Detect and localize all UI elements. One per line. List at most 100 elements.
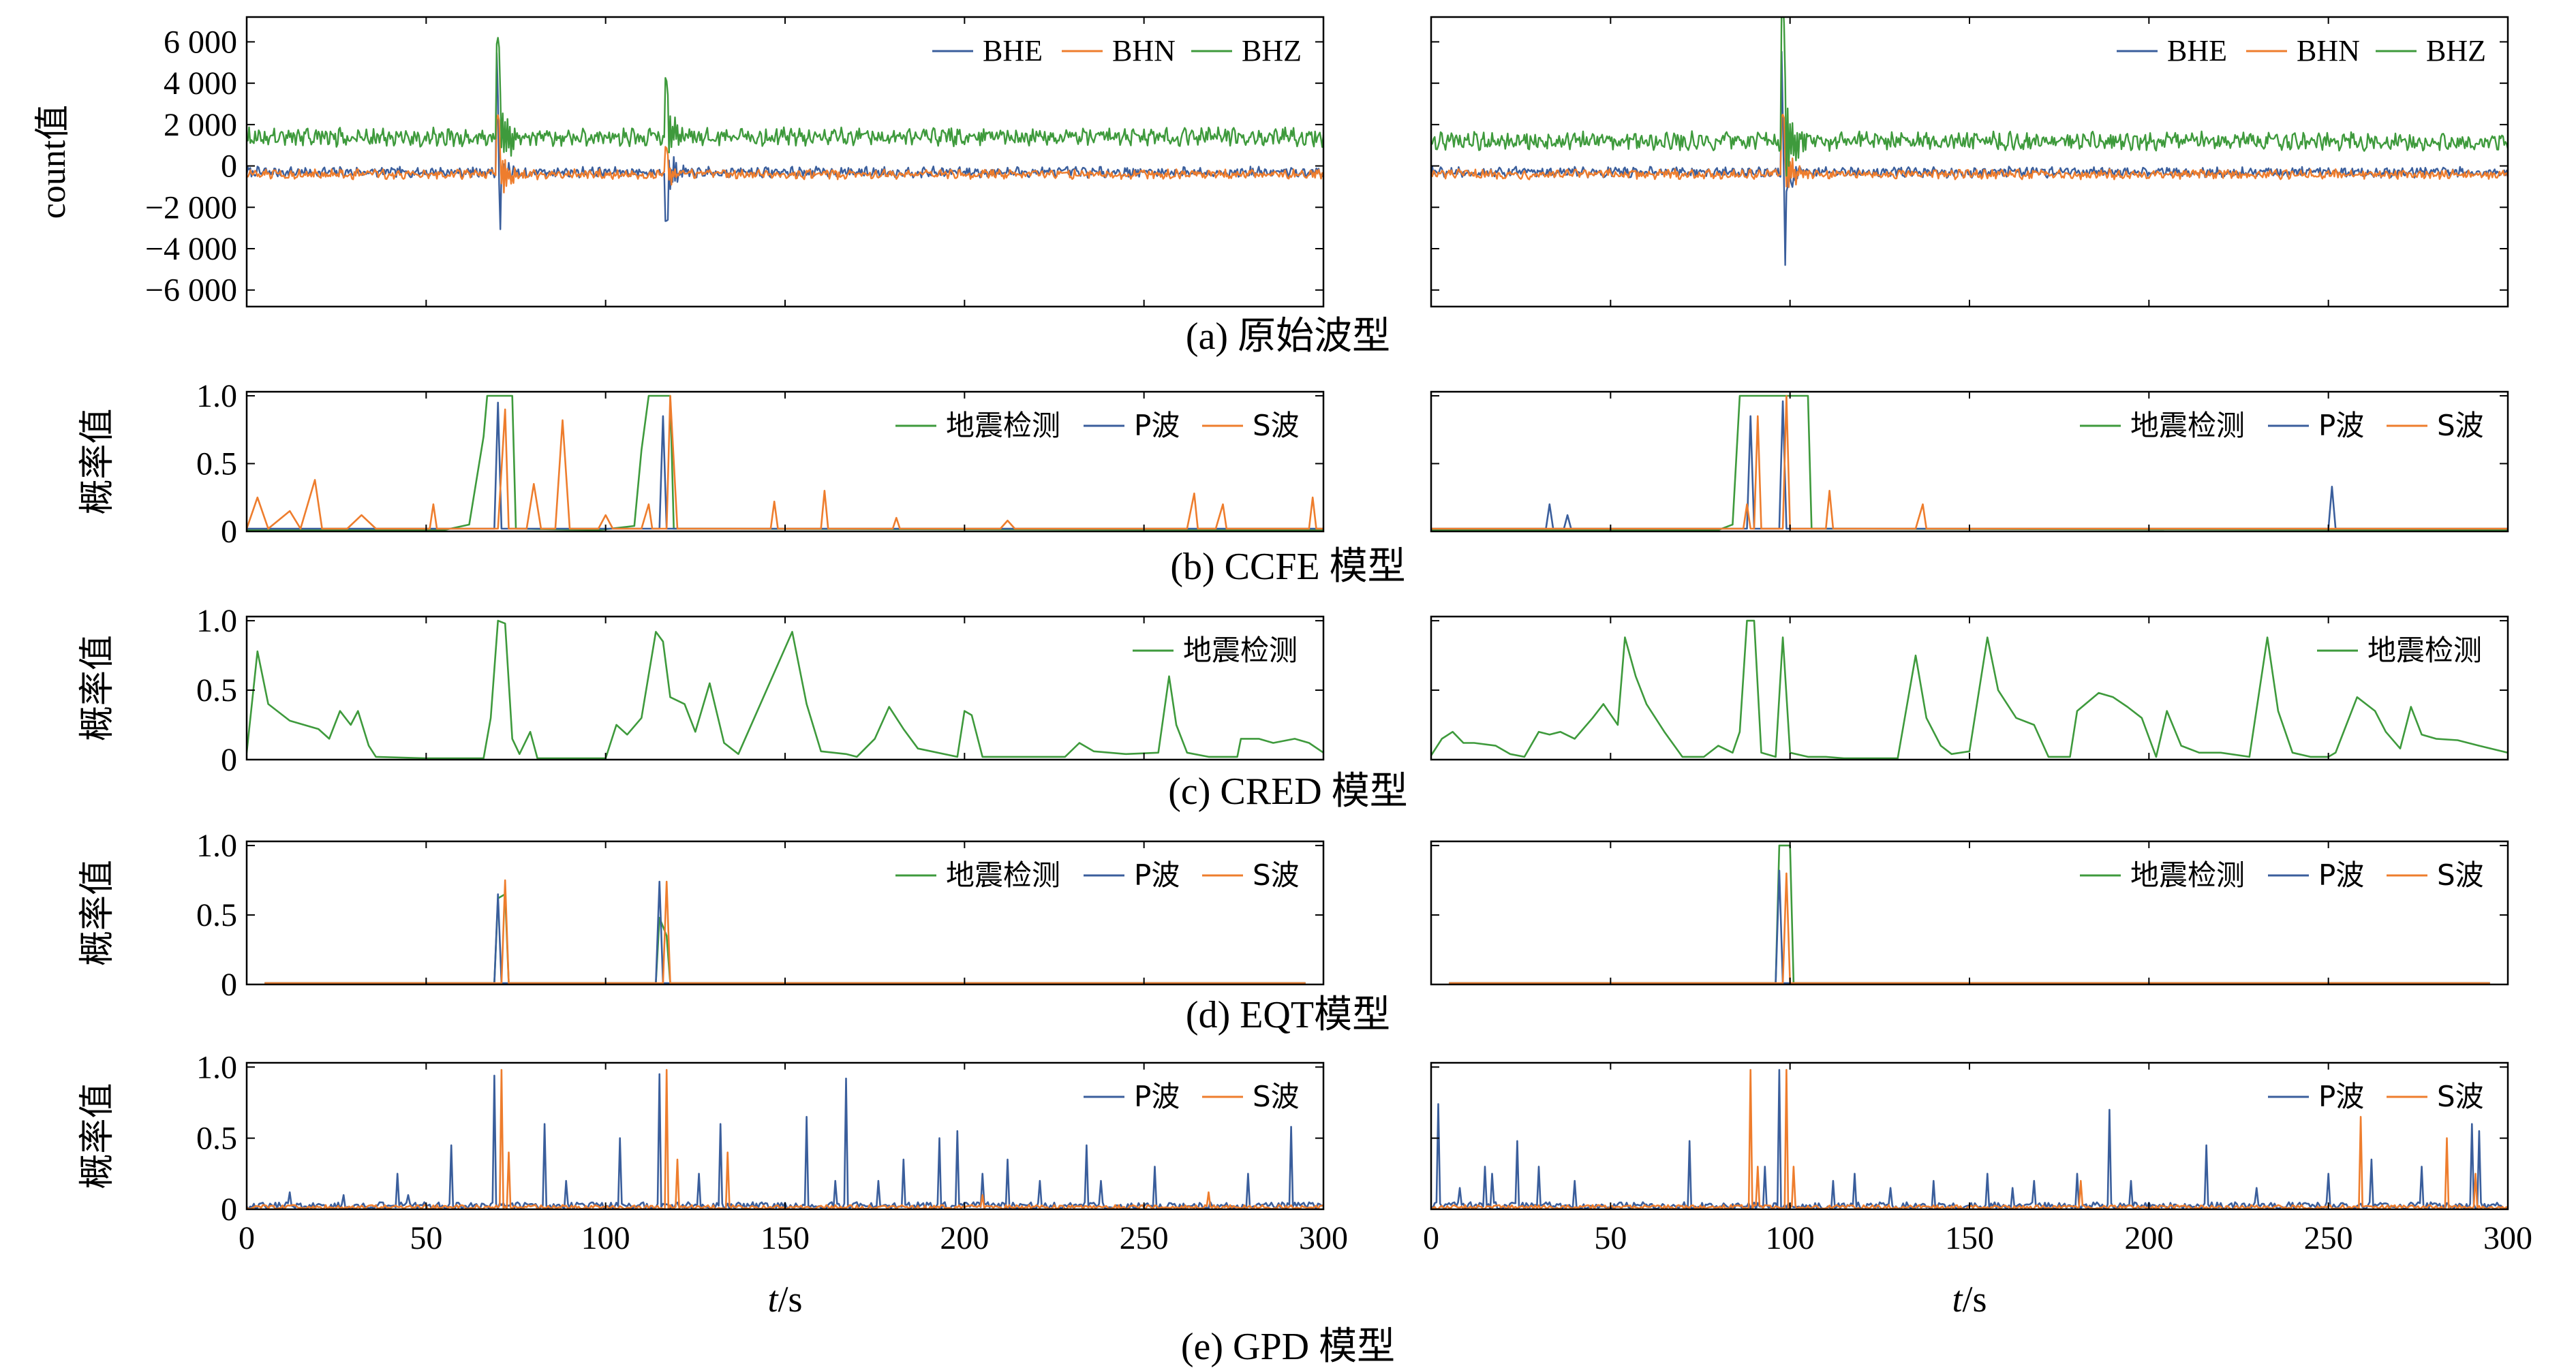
y-axis-label: 概率值 xyxy=(77,408,118,514)
series-地震检测-line xyxy=(1431,619,2508,760)
subplot-b-left: 1.0 0.5 0 S波 P波 地震检测 xyxy=(196,378,1325,550)
legend-label: S波 xyxy=(2437,1080,2484,1113)
series-BHN-line xyxy=(1431,113,2508,188)
x-tick-label: 100 xyxy=(581,1220,630,1256)
legend-label: 地震检测 xyxy=(2130,858,2245,892)
y-tick-label: 0.5 xyxy=(196,897,237,933)
series-group xyxy=(1431,17,2508,266)
x-tick-label: 300 xyxy=(1299,1220,1348,1256)
panel-caption: (a) 原始波型 xyxy=(1186,315,1390,358)
subplot-c-left: 1.0 0.5 0 地震检测 xyxy=(196,603,1325,778)
y-axis-label: 概率值 xyxy=(77,635,118,741)
legend-label: 地震检测 xyxy=(1183,634,1298,667)
y-tick-label: 0 xyxy=(221,1192,237,1228)
x-tick-label: 150 xyxy=(1945,1220,1994,1256)
y-tick-label: 0.5 xyxy=(196,672,237,709)
x-tick-label: 100 xyxy=(1766,1220,1815,1256)
legend-label: S波 xyxy=(2437,858,2484,892)
y-tick-label: 0 xyxy=(221,967,237,1003)
series-BHN-line xyxy=(247,114,1323,193)
legend: 地震检测 xyxy=(2317,634,2482,667)
y-tick-label: −6 000 xyxy=(145,273,237,309)
x-tick-label: 300 xyxy=(2483,1220,2532,1256)
panel-caption: (e) GPD 模型 xyxy=(1181,1326,1395,1368)
panel-d: 1.0 0.5 0 S波 P波 地震检测 S波 P波 地震检测 概率值 (d) EQT模型 xyxy=(77,828,2509,1036)
legend: BHZ BHN BHE xyxy=(2117,34,2486,67)
series-group xyxy=(247,394,1323,531)
x-tick-label: 250 xyxy=(2304,1220,2353,1256)
series-P波-line xyxy=(264,880,1306,984)
x-axis-label-var: t xyxy=(1952,1279,1963,1320)
legend-label: P波 xyxy=(2318,858,2364,892)
legend-label: BHE xyxy=(983,34,1043,67)
y-tick-label: 0 xyxy=(221,149,237,185)
y-tick-label: 1.0 xyxy=(196,828,237,864)
x-axis-label-unit: /s xyxy=(1962,1279,1987,1320)
y-axis-label: count值 xyxy=(34,105,73,219)
series-S波-line xyxy=(1449,872,2490,984)
legend-label: 地震检测 xyxy=(946,858,1060,892)
series-BHZ-line xyxy=(1431,17,2508,177)
legend-label: 地震检测 xyxy=(2367,634,2482,667)
x-axis-label: t/s xyxy=(1952,1279,1987,1320)
y-axis-label: 概率值 xyxy=(77,860,118,966)
legend: S波 P波 地震检测 xyxy=(895,409,1300,442)
legend: S波 P波 地震检测 xyxy=(2080,858,2484,892)
legend-label: 地震检测 xyxy=(2130,409,2245,442)
series-group xyxy=(247,37,1323,230)
axes-frame xyxy=(1430,615,2509,761)
series-P波-line xyxy=(1431,400,2508,530)
series-地震检测-line xyxy=(264,893,1306,984)
legend-label: P波 xyxy=(1134,409,1180,442)
series-S波-line xyxy=(247,394,1323,530)
series-group xyxy=(247,619,1323,760)
legend-label: S波 xyxy=(1253,858,1300,892)
y-tick-label: 6 000 xyxy=(164,24,237,60)
legend: S波 P波 xyxy=(2268,1080,2484,1113)
x-tick-label: 50 xyxy=(1594,1220,1627,1256)
legend: S波 P波 xyxy=(1084,1080,1300,1113)
subplot-e-left: 1.0 0.5 00 50 100 150 200 250 300 t/s S波 P波 xyxy=(196,1049,1348,1320)
series-BHZ-line xyxy=(247,37,1323,157)
series-BHE-line xyxy=(247,52,1323,230)
panel-caption: (b) CCFE 模型 xyxy=(1170,546,1405,588)
y-tick-label: 2 000 xyxy=(164,107,237,143)
series-group xyxy=(1431,619,2508,760)
subplot-a-right: BHZ BHN BHE xyxy=(1430,16,2509,308)
x-tick-label: 0 xyxy=(239,1220,255,1256)
series-地震检测-line xyxy=(247,619,1323,760)
y-tick-label: 0.5 xyxy=(196,1121,237,1157)
legend-label: S波 xyxy=(2437,409,2484,442)
legend-label: BHN xyxy=(1112,34,1176,67)
y-tick-label: −2 000 xyxy=(145,189,237,226)
legend-label: S波 xyxy=(1253,1080,1300,1113)
legend: 地震检测 xyxy=(1133,634,1298,667)
legend: BHZ BHN BHE xyxy=(932,34,1302,67)
panel-caption: (d) EQT模型 xyxy=(1186,994,1390,1036)
panel-a: 6 000 4 000 2 000 0 −2 000 −4 000 −6 000 BHZ BHN… xyxy=(34,16,2509,358)
subplot-d-left: 1.0 0.5 0 S波 P波 地震检测 xyxy=(196,828,1325,1003)
x-tick-label: 200 xyxy=(2124,1220,2173,1256)
subplot-e-right: 0 50 100 150 200 250 300 t/s S波 P波 xyxy=(1423,1061,2532,1320)
x-tick-label: 150 xyxy=(761,1220,810,1256)
legend: S波 P波 地震检测 xyxy=(2080,409,2484,442)
x-tick-label: 0 xyxy=(1423,1220,1439,1256)
y-tick-label: −4 000 xyxy=(145,231,237,267)
x-tick-label: 50 xyxy=(410,1220,442,1256)
x-axis-label: t/s xyxy=(767,1279,802,1320)
subplot-c-right: 地震检测 xyxy=(1430,615,2509,761)
x-tick-label: 200 xyxy=(940,1220,989,1256)
legend-label: P波 xyxy=(1134,858,1180,892)
panel-b: 1.0 0.5 0 S波 P波 地震检测 S波 P波 地震检测 概率值 (b) CCFE 模型 xyxy=(77,378,2509,588)
legend-label: P波 xyxy=(1134,1080,1180,1113)
legend-label: BHZ xyxy=(2426,34,2486,67)
subplot-d-right: S波 P波 地震检测 xyxy=(1430,840,2509,986)
y-tick-label: 0 xyxy=(221,742,237,778)
x-axis-label-var: t xyxy=(767,1279,779,1320)
series-group xyxy=(1449,844,2490,984)
legend-label: BHN xyxy=(2297,34,2360,67)
legend-label: 地震检测 xyxy=(946,409,1060,442)
subplot-a-left: 6 000 4 000 2 000 0 −2 000 −4 000 −6 000 BHZ BHN… xyxy=(145,16,1325,309)
